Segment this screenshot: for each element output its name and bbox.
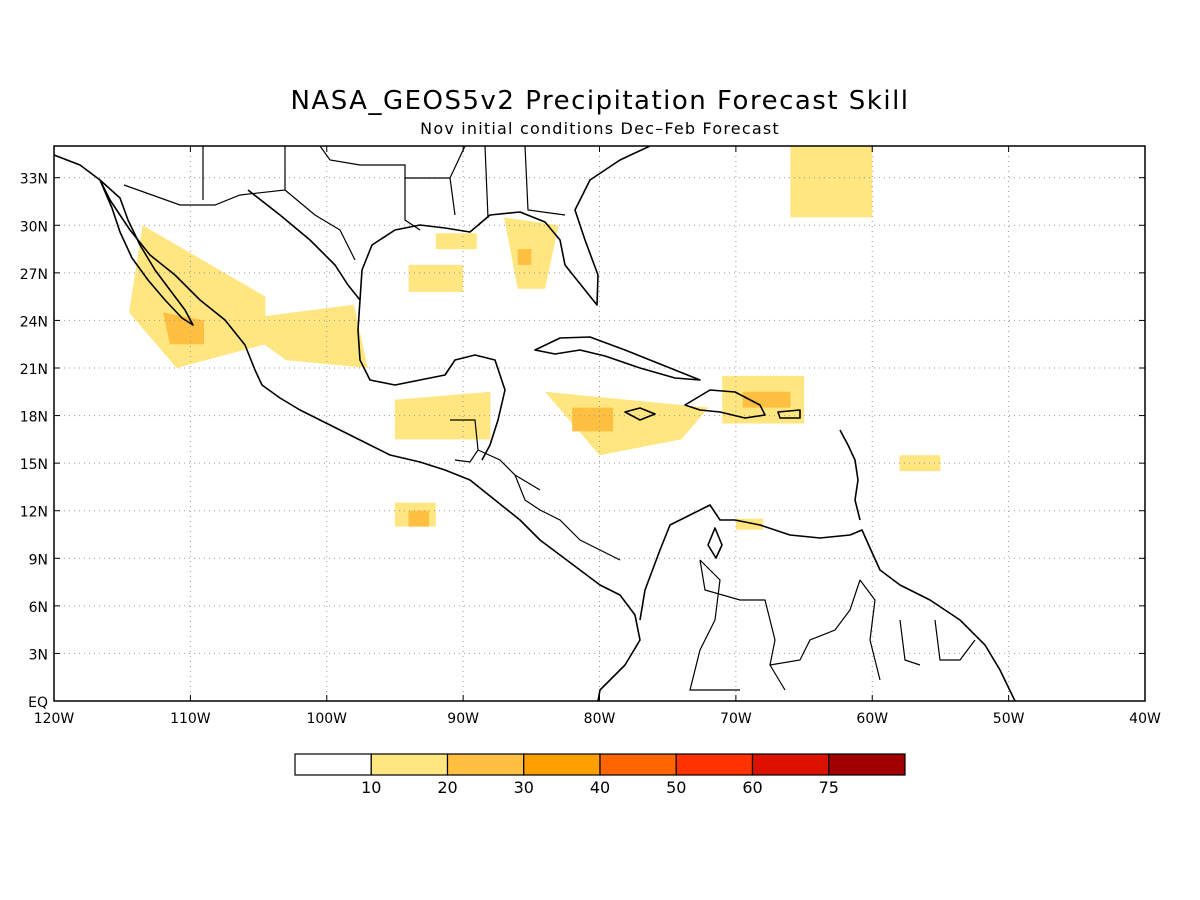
gulf-coastline <box>247 189 506 461</box>
colorbar-swatch <box>370 753 449 776</box>
y-tick-label: 27N <box>20 267 48 283</box>
x-tick-label: 110W <box>170 711 211 727</box>
y-tick-label: 12N <box>20 505 48 521</box>
us-gulf-coastline <box>359 146 651 306</box>
grid-lines <box>54 146 1145 701</box>
skill-region-4 <box>435 233 477 250</box>
skill-region-2 <box>231 304 368 368</box>
colorbar: 10 20 30 40 50 60 75 <box>294 753 906 797</box>
colorbar-label: 50 <box>666 778 686 797</box>
skill-region-8 <box>545 391 709 456</box>
skill-region-5 <box>408 264 464 292</box>
y-tick-label: EQ <box>28 695 48 711</box>
y-tick-label: 24N <box>20 314 48 330</box>
hispaniola-coastline <box>684 389 766 419</box>
x-tick-label: 50W <box>993 711 1025 727</box>
x-tick-label: 40W <box>1129 711 1161 727</box>
y-tick-label: 6N <box>29 600 48 616</box>
us-mexico-border <box>123 146 566 261</box>
colorbar-label: 75 <box>819 778 839 797</box>
skill-region-11 <box>742 391 791 408</box>
x-tick-label: 70W <box>720 711 752 727</box>
cuba-coastline <box>534 336 701 381</box>
x-tick-label: 60W <box>856 711 888 727</box>
colorbar-swatch <box>675 753 754 776</box>
y-tick-label: 9N <box>29 552 48 568</box>
puerto-rico-coastline <box>777 409 801 419</box>
x-tick-label: 90W <box>447 711 479 727</box>
chart-title: NASA_GEOS5v2 Precipitation Forecast Skil… <box>290 86 910 116</box>
skill-region-9 <box>572 407 614 432</box>
colorbar-label: 30 <box>514 778 534 797</box>
x-tick-label: 120W <box>34 711 75 727</box>
south-america-coastline <box>639 504 1016 701</box>
colorbar-label: 20 <box>437 778 457 797</box>
colorbar-label: 60 <box>742 778 762 797</box>
maracaibo-coastline <box>707 527 723 559</box>
y-tick-label: 15N <box>20 457 48 473</box>
colorbar-swatch <box>599 753 677 776</box>
baja-coastline <box>99 179 194 326</box>
y-tick-label: 3N <box>29 647 48 663</box>
colorbar-label: 10 <box>361 778 381 797</box>
y-tick-label: 18N <box>20 410 48 426</box>
colorbar-swatch <box>294 753 372 776</box>
pacific-coastline <box>54 154 641 701</box>
skill-fill-layer <box>129 146 941 530</box>
lesser-antilles <box>839 429 861 521</box>
jamaica-coastline <box>624 407 656 421</box>
axis-ticks: 120W 110W 100W 90W 80W 70W 60W 50W 40W EQ 3N 6N 9N 12… <box>20 146 1161 727</box>
colorbar-swatch <box>751 753 830 776</box>
skill-region-14 <box>790 146 873 218</box>
y-tick-label: 30N <box>20 219 48 235</box>
coastline-layer <box>54 146 1016 701</box>
skill-region-7 <box>517 249 532 265</box>
chart-subtitle: Nov initial conditions Dec–Feb Forecast <box>420 119 780 138</box>
colorbar-label: 40 <box>590 778 610 797</box>
y-tick-label: 21N <box>20 362 48 378</box>
colorbar-swatch <box>523 753 601 776</box>
skill-region-3 <box>394 391 491 440</box>
x-tick-label: 80W <box>584 711 616 727</box>
colorbar-swatch <box>828 753 906 776</box>
y-tick-label: 33N <box>20 172 48 188</box>
skill-region-1 <box>163 312 204 345</box>
south-america-borders <box>689 559 976 691</box>
colorbar-swatch <box>446 753 525 776</box>
central-america-borders <box>450 419 621 561</box>
skill-region-13 <box>408 510 429 527</box>
x-tick-label: 100W <box>306 711 347 727</box>
